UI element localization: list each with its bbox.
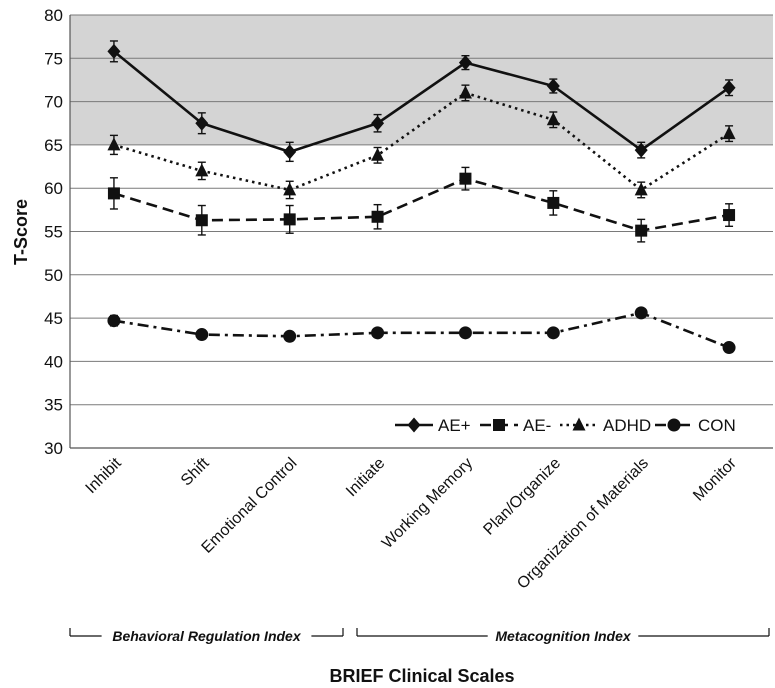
y-tick-label: 30 (44, 439, 63, 458)
y-tick-label: 55 (44, 223, 63, 242)
marker-square (635, 224, 648, 237)
marker-triangle (107, 137, 121, 151)
series-ae- (107, 40, 736, 163)
marker-triangle (371, 147, 385, 161)
marker-triangle (458, 85, 472, 99)
legend-label: AE+ (438, 416, 471, 435)
marker-diamond (283, 144, 297, 160)
y-tick-label: 65 (44, 136, 63, 155)
y-tick-label: 70 (44, 93, 63, 112)
marker-square (283, 213, 296, 226)
marker-diamond (546, 78, 560, 94)
marker-circle (107, 314, 121, 328)
marker-circle (546, 326, 560, 340)
marker-circle (283, 329, 297, 343)
marker-square (195, 214, 208, 227)
y-axis-label: T-Score (11, 199, 31, 265)
series-adhd (107, 84, 736, 200)
marker-triangle (634, 182, 648, 196)
marker-diamond (107, 43, 121, 59)
group-bracket: Metacognition Index (356, 628, 770, 644)
y-tick-label: 75 (44, 49, 63, 68)
marker-square (107, 187, 120, 200)
marker-triangle (722, 126, 736, 140)
group-bracket: Behavioral Regulation Index (69, 628, 344, 644)
marker-square (459, 172, 472, 185)
legend-label: CON (698, 416, 736, 435)
marker-circle (634, 306, 648, 320)
legend: AE+ AE- ADHD CON (395, 416, 736, 435)
group-label: Behavioral Regulation Index (112, 628, 301, 644)
marker-triangle (546, 112, 560, 126)
marker-circle (667, 418, 681, 432)
y-tick-label: 35 (44, 396, 63, 415)
y-tick-label: 40 (44, 352, 63, 371)
marker-circle (722, 341, 736, 355)
y-tick-label: 60 (44, 179, 63, 198)
y-tick-label: 50 (44, 266, 63, 285)
x-axis-label: BRIEF Clinical Scales (329, 666, 514, 686)
marker-diamond (722, 80, 736, 96)
series-con (107, 306, 736, 355)
series-line (113, 177, 730, 232)
marker-circle (371, 326, 385, 340)
marker-square (547, 196, 560, 209)
marker-diamond (407, 417, 421, 433)
legend-label: AE- (523, 416, 551, 435)
marker-square (371, 210, 384, 223)
series-line (113, 311, 730, 349)
marker-square (493, 419, 505, 431)
marker-diamond (458, 55, 472, 71)
legend-label: ADHD (603, 416, 651, 435)
marker-triangle (195, 163, 209, 177)
marker-triangle (283, 182, 297, 196)
y-tick-label: 80 (44, 6, 63, 25)
marker-triangle (572, 417, 586, 431)
shaded-region (70, 15, 773, 145)
marker-diamond (195, 115, 209, 131)
marker-circle (458, 326, 472, 340)
series-line (113, 50, 730, 154)
marker-circle (195, 328, 209, 342)
series-ae- (107, 166, 736, 243)
marker-diamond (634, 142, 648, 158)
marker-square (723, 209, 736, 222)
group-label: Metacognition Index (495, 628, 632, 644)
y-tick-label: 45 (44, 309, 63, 328)
marker-diamond (371, 115, 385, 131)
